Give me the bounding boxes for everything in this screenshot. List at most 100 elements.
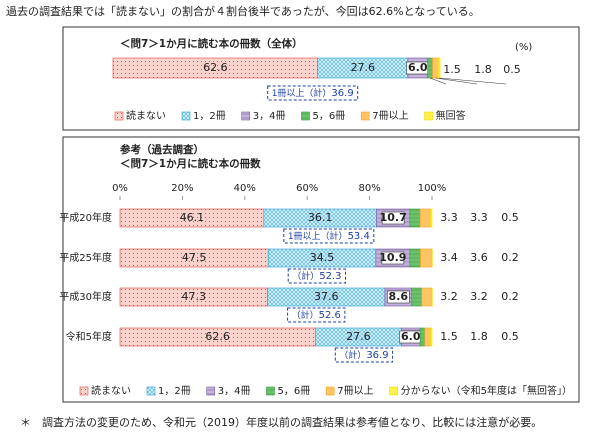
header: 過去の調査結果では「読まない」の割合が４割台後半であったが、今回は62.6%とな… <box>6 4 480 18</box>
leader-line <box>429 77 447 85</box>
value-label: 46.1 <box>180 211 205 224</box>
label-box <box>387 290 410 304</box>
panel-subtitle: ＜問7＞1か月に読む本の冊数 <box>120 157 261 170</box>
panel-title: ＜問7＞1か月に読む本の冊数（全体） <box>120 37 303 50</box>
category-label: 平成25年度 <box>59 251 112 264</box>
value-label: 3.4 <box>440 251 458 264</box>
total-label: （計） <box>292 270 319 282</box>
value-label: 37.6 <box>314 290 339 303</box>
legend-label: 分からない（令和5年度は「無回答」） <box>401 384 572 397</box>
value-label: 47.5 <box>182 251 207 264</box>
legend-swatch <box>325 386 335 396</box>
total-value: 36.9 <box>366 350 388 361</box>
value-label: 3.6 <box>470 251 488 264</box>
total-box <box>287 307 346 323</box>
value-label: 3.2 <box>470 290 488 303</box>
total-annotation: （計）52.3 <box>292 270 341 283</box>
legend-swatch <box>266 386 275 396</box>
bar-segment <box>420 248 432 268</box>
footnote: ＊ 調査方法の変更のため、令和元（2019）年度以前の調査結果は参考値となり、比… <box>20 415 542 429</box>
value-label: 0.5 <box>501 330 519 343</box>
legend-swatch <box>424 111 433 121</box>
legend-swatch <box>146 386 156 396</box>
value-label: 1.5 <box>440 330 458 343</box>
bar-segment <box>431 287 433 307</box>
legend-swatch <box>79 386 89 396</box>
total-label: 1冊以上（計） <box>288 230 348 242</box>
legend-swatch <box>301 111 310 121</box>
legend-label: 3，4冊 <box>253 111 286 122</box>
category-label: 平成30年度 <box>59 290 112 303</box>
total-box <box>267 85 359 101</box>
value-label: 0.2 <box>501 290 519 303</box>
total-box <box>287 268 346 284</box>
bar-segment <box>431 248 433 268</box>
x-tick-label: 0% <box>112 183 128 194</box>
total-label: 1冊以上（計） <box>272 87 332 99</box>
total-annotation: 1冊以上（計）53.4 <box>288 230 370 243</box>
value-label: 10.9 <box>379 251 406 264</box>
bar-segment <box>432 57 439 79</box>
legend-swatch <box>181 111 191 121</box>
value-label: 47.3 <box>182 290 207 303</box>
total-box <box>334 347 394 363</box>
panel-frame <box>62 26 580 131</box>
x-tick-label: 20% <box>171 183 193 194</box>
total-label: （計） <box>339 349 366 361</box>
value-label: 3.2 <box>440 290 458 303</box>
x-tick-label: 80% <box>358 183 380 194</box>
x-tick-label: 100% <box>418 183 447 194</box>
total-annotation: 1冊以上（計）36.9 <box>272 87 354 100</box>
bar-segment <box>427 57 433 79</box>
legend-label: 読まない <box>91 384 131 397</box>
leader-line <box>435 77 478 85</box>
label-box <box>381 251 405 265</box>
value-label: 34.5 <box>310 251 335 264</box>
bar-segment <box>421 287 432 307</box>
bar-segment <box>419 208 431 228</box>
legend-label: 1，2冊 <box>158 386 191 397</box>
legend-label: 無回答 <box>436 109 466 122</box>
x-tick-label: 60% <box>296 183 318 194</box>
legend-label: 1，2冊 <box>193 111 226 122</box>
legend-label: 7冊以上 <box>337 385 373 397</box>
legend-swatch <box>241 111 251 121</box>
value-label: 3.3 <box>470 211 488 224</box>
total-annotation: （計）36.9 <box>339 349 388 362</box>
bar-segment <box>411 287 423 307</box>
value-label: 0.5 <box>503 63 521 76</box>
bar-segment <box>430 327 433 347</box>
value-label: 8.6 <box>389 290 409 303</box>
total-label: （計） <box>292 309 319 321</box>
value-label: 62.6 <box>205 330 230 343</box>
value-label: 62.6 <box>203 61 228 74</box>
value-label: 0.2 <box>501 251 519 264</box>
category-label: 令和5年度 <box>66 330 112 343</box>
bar-segment <box>419 327 426 347</box>
value-label: 3.3 <box>440 211 458 224</box>
bar-segment <box>438 57 441 79</box>
total-annotation: （計）52.6 <box>292 309 341 322</box>
panel-frame <box>62 136 580 403</box>
category-label: 平成20年度 <box>59 211 112 224</box>
legend-label: 5，6冊 <box>312 111 345 122</box>
panel-title: 参考（過去調査） <box>120 143 204 156</box>
legend-label: 7冊以上 <box>372 110 408 122</box>
value-label: 36.1 <box>308 211 333 224</box>
legend-label: 3，4冊 <box>218 386 251 397</box>
bar-segment <box>424 327 431 347</box>
value-label: 1.8 <box>470 330 488 343</box>
bar-segment <box>409 208 421 228</box>
legend-swatch <box>114 111 124 121</box>
leader-line <box>439 77 507 85</box>
value-label: 10.7 <box>380 211 407 224</box>
value-label: 6.0 <box>408 61 428 74</box>
legend-label: 5，6冊 <box>277 386 310 397</box>
x-tick-label: 40% <box>234 183 256 194</box>
legend-label: 読まない <box>126 109 166 122</box>
value-label: 27.6 <box>346 330 371 343</box>
total-value: 36.9 <box>331 88 353 99</box>
value-label: 1.8 <box>474 63 492 76</box>
unit-label: (%) <box>515 42 532 53</box>
bar-segment <box>409 248 421 268</box>
